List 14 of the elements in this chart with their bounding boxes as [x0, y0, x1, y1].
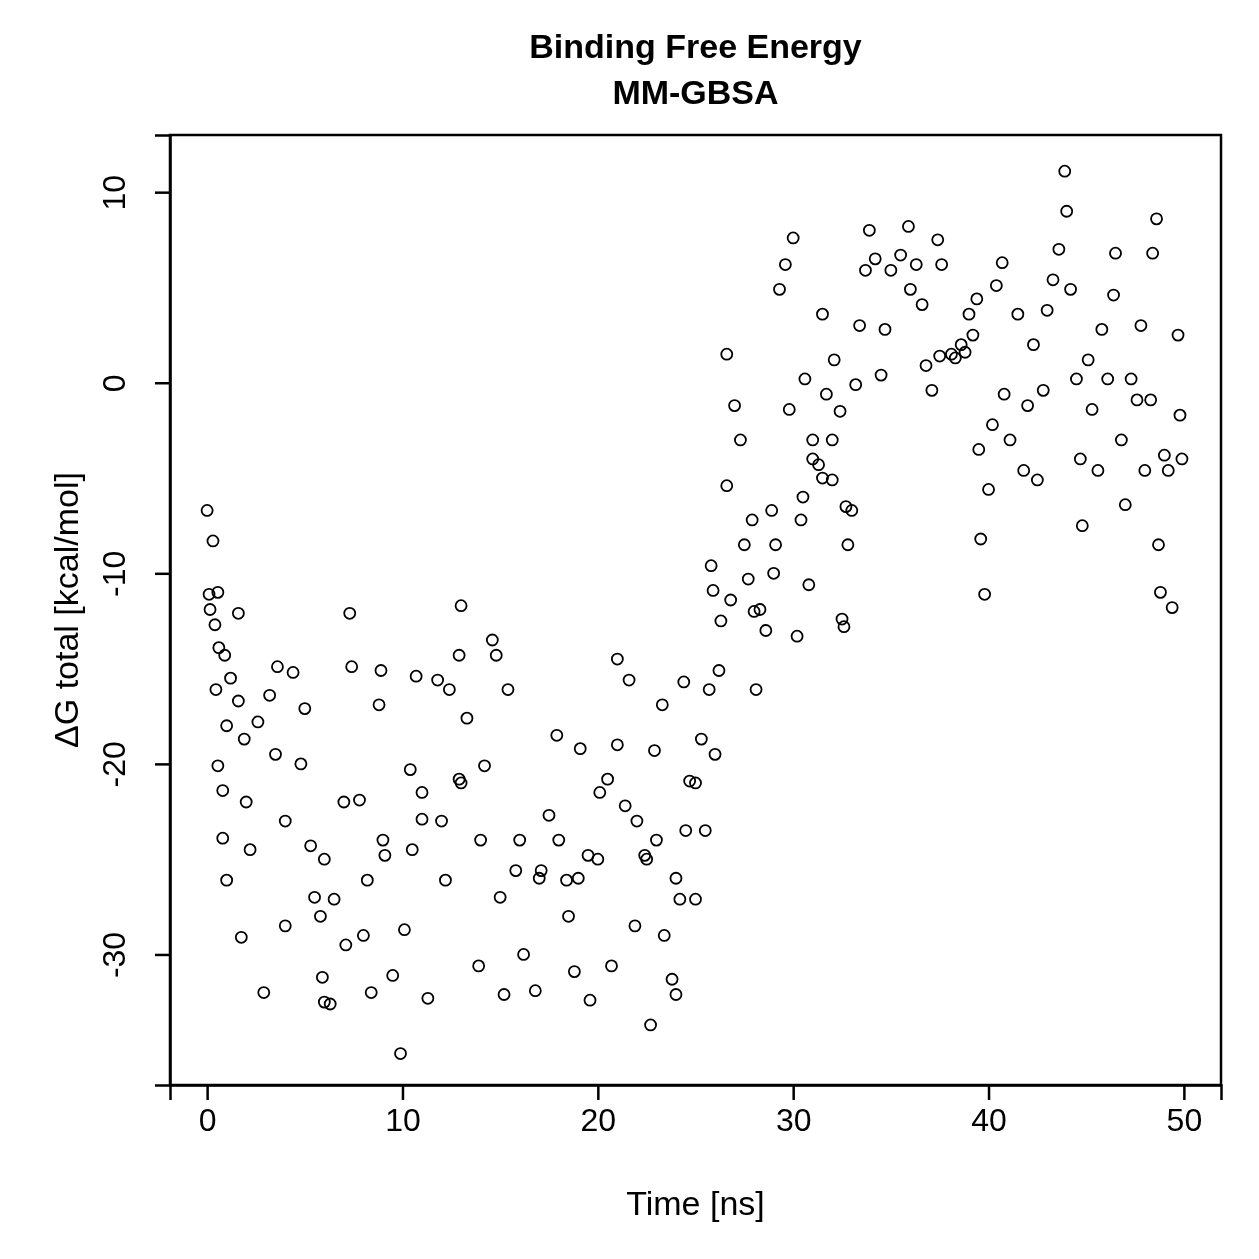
chart-title: Binding Free Energy MM-GBSA — [529, 27, 862, 111]
x-tick-label: 20 — [580, 1101, 617, 1138]
x-tick-label: 0 — [198, 1101, 217, 1138]
x-tick-label: 10 — [385, 1101, 421, 1138]
y-tick-label: 0 — [96, 374, 132, 393]
y-tick-label: -20 — [96, 741, 132, 788]
x-tick-label: 40 — [971, 1101, 1007, 1138]
x-axis-title: Time [ns] — [626, 1184, 765, 1222]
y-tick-label: -10 — [96, 550, 132, 597]
y-tick-label: 10 — [96, 174, 132, 211]
x-tick-label: 50 — [1166, 1101, 1203, 1138]
y-axis-title: ΔG total [kcal/mol] — [47, 472, 85, 748]
y-tick-label: -30 — [96, 931, 132, 979]
x-tick-label: 30 — [775, 1101, 812, 1138]
